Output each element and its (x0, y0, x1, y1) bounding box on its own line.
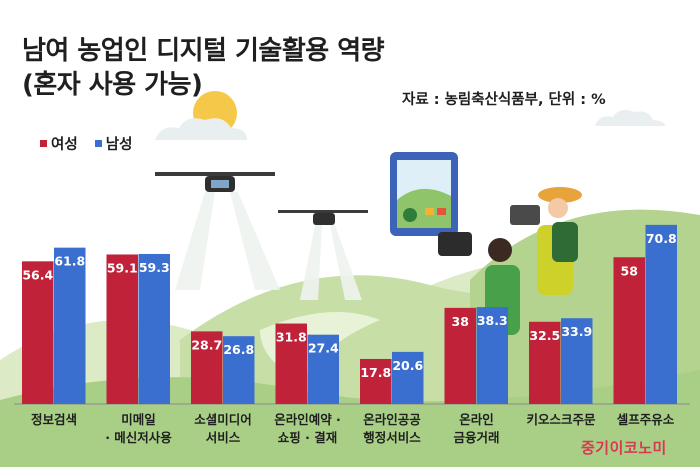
bar-male-7 (645, 224, 677, 404)
data-label-male-1: 59.3 (139, 260, 170, 275)
legend-swatch-female (40, 139, 47, 147)
data-label-male-4: 20.6 (392, 358, 423, 373)
data-label-male-2: 26.8 (223, 342, 254, 357)
data-label-female-0: 56.4 (22, 267, 53, 282)
category-label-5: 온라인 (459, 412, 494, 427)
bar-male-1 (138, 253, 170, 404)
category-label-2: 소셜미디어 (194, 412, 252, 427)
bar-female-3 (275, 323, 307, 404)
bar-female-5 (444, 307, 476, 404)
bar-female-1 (106, 254, 138, 404)
bar-female-4 (360, 358, 392, 404)
legend-label-female: 여성 (51, 137, 78, 153)
chart-title-line2: (혼자 사용 가능) (22, 70, 203, 100)
cloud-icon (595, 109, 665, 126)
bar-male-4 (392, 351, 424, 404)
tablet-icon (390, 152, 458, 236)
data-label-female-1: 59.1 (107, 260, 138, 275)
bar-female-7 (613, 257, 645, 404)
source-note: 자료 : 농림축산식품부, 단위 : % (402, 92, 606, 108)
chart-title-line1: 남여 농업인 디지털 기술활용 역량 (22, 36, 385, 66)
data-label-female-5: 38 (452, 314, 469, 329)
bar-male-6 (561, 318, 593, 404)
drone-icon (278, 210, 368, 300)
data-label-female-3: 31.8 (276, 330, 307, 345)
category-label-1: · 메신저사용 (105, 430, 172, 445)
bar-male-3 (307, 334, 339, 404)
bar-male-2 (223, 336, 255, 404)
data-label-female-4: 17.8 (360, 365, 391, 380)
legend-item-male: 남성 (94, 137, 133, 153)
bar-male-0 (54, 247, 86, 404)
bar-chart-plot: 56.461.8 정보검색 59.1 59.3 미메일 · 메신저사용 28.7 26.8 소셜… (14, 224, 690, 445)
data-label-male-5: 38.3 (477, 313, 508, 328)
bar-female-0 (22, 261, 54, 404)
bar-female-6 (529, 321, 561, 404)
category-label-0: 정보검색 (31, 412, 77, 427)
category-label-4: 온라인공공 (363, 412, 421, 427)
category-label-1: 미메일 (121, 412, 156, 427)
drone-icon (155, 172, 280, 290)
legend-item-female: 여성 (40, 137, 78, 153)
legend-swatch-male (94, 139, 102, 147)
category-label-7: 셀프주유소 (617, 412, 675, 427)
data-label-male-6: 33.9 (561, 324, 592, 339)
bar-male-5 (476, 307, 508, 404)
publisher-logo-text: 중기이코노미 (581, 439, 667, 457)
category-label-5: 금융거래 (453, 430, 499, 445)
category-label-6: 키오스크주문 (526, 412, 596, 427)
data-label-male-7: 70.8 (646, 231, 677, 246)
bar-female-2 (191, 331, 223, 404)
legend-label-male: 남성 (105, 137, 133, 153)
category-label-4: 행정서비스 (363, 430, 421, 445)
category-label-3: 온라인예약 · (274, 412, 341, 427)
data-label-male-3: 27.4 (308, 341, 339, 356)
data-label-female-6: 32.5 (529, 328, 560, 343)
data-label-male-0: 61.8 (54, 254, 85, 269)
data-label-female-7: 58 (621, 263, 638, 278)
cloud-icon (155, 118, 247, 140)
data-label-female-2: 28.7 (191, 337, 222, 352)
category-label-2: 서비스 (206, 430, 241, 445)
category-label-3: 쇼핑 · 결재 (278, 430, 337, 445)
legend: 여성 남성 (40, 133, 144, 154)
